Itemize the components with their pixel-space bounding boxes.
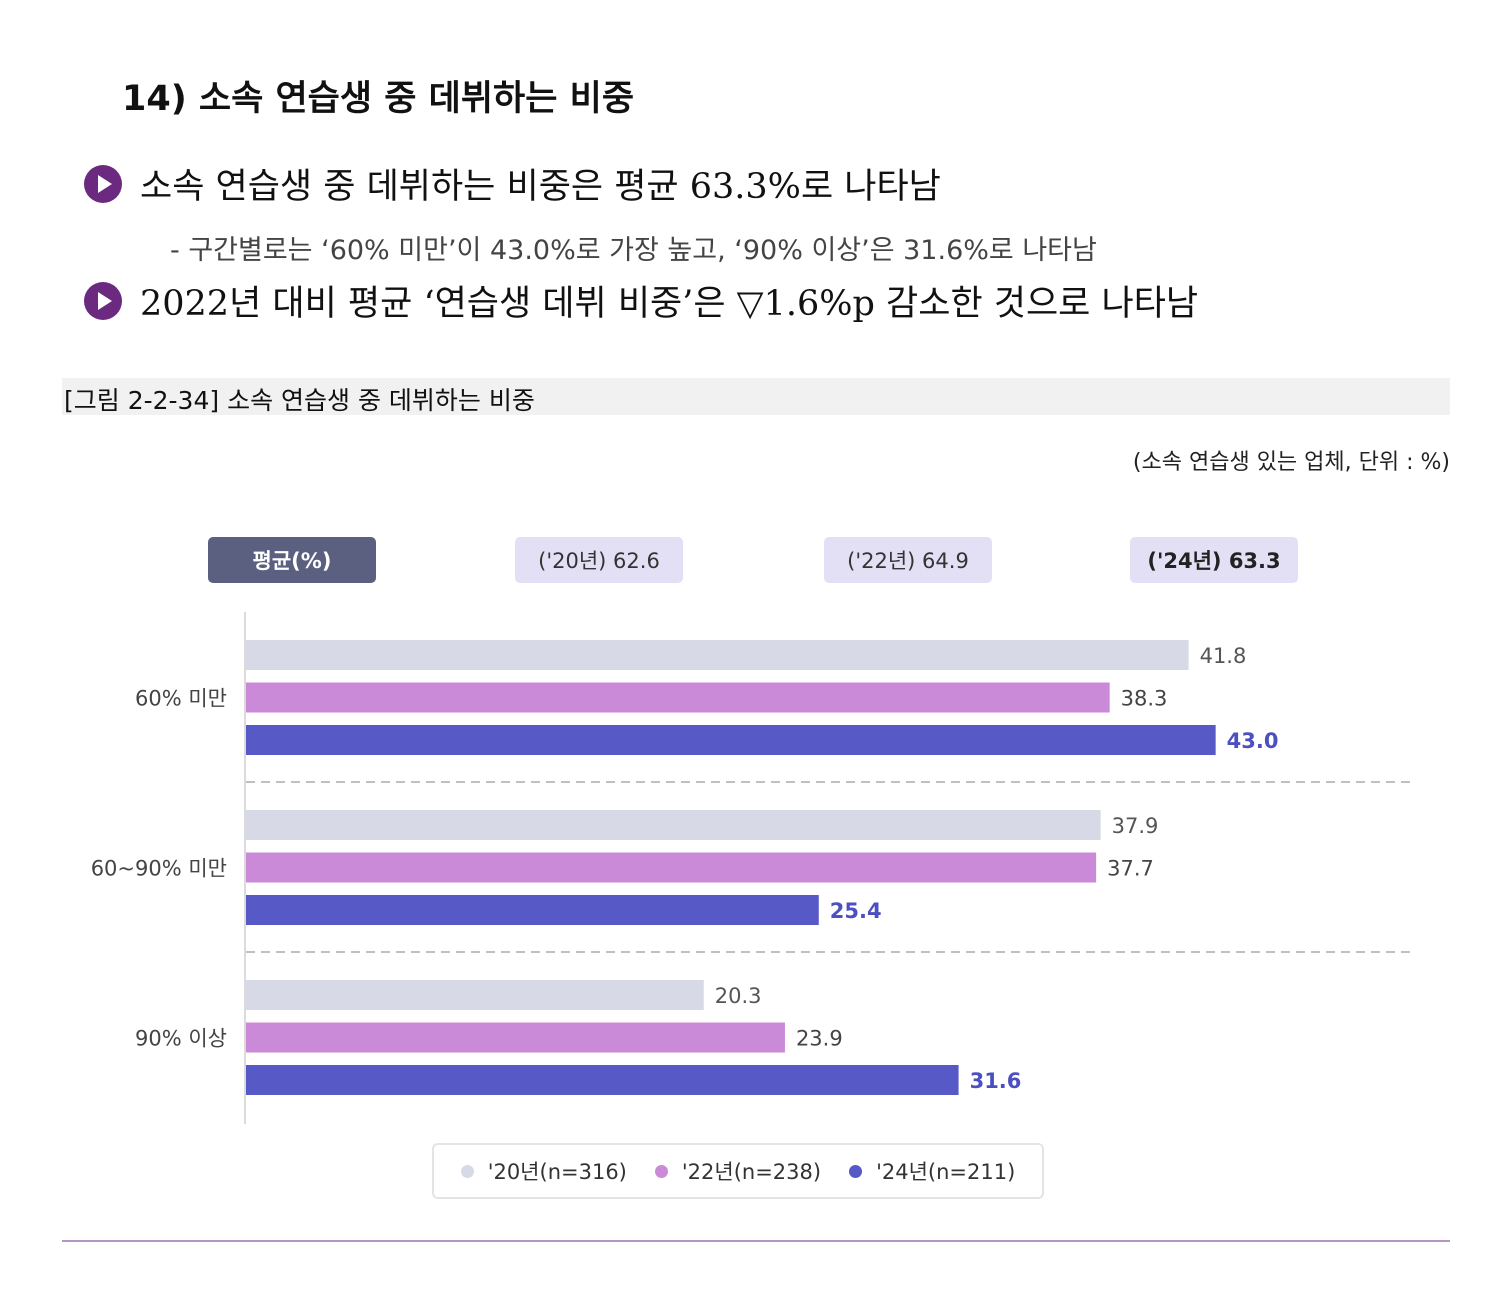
bar: [246, 725, 1216, 755]
bar: [246, 895, 819, 925]
data-label: 20.3: [715, 984, 762, 1008]
figure-caption: [그림 2-2-34] 소속 연습생 중 데뷔하는 비중: [64, 386, 535, 415]
section-title: 14) 소속 연습생 중 데뷔하는 비중: [122, 79, 635, 119]
category-label: 90% 이상: [135, 1027, 227, 1051]
figure-caption-bar: [그림 2-2-34] 소속 연습생 중 데뷔하는 비중: [62, 378, 1450, 415]
summary-sub-bullet: - 구간별로는 ‘60% 미만’이 43.0%로 가장 높고, ‘90% 이상’…: [170, 235, 1097, 266]
data-label: 43.0: [1227, 729, 1279, 753]
average-header: 평균(%): [208, 537, 376, 583]
data-label: 31.6: [970, 1069, 1022, 1093]
bar: [246, 1065, 959, 1095]
legend-swatch-2020: [460, 1164, 474, 1178]
summary-bullet-1: 소속 연습생 중 데뷔하는 비중은 평균 63.3%로 나타남: [84, 158, 941, 209]
bottom-divider: [62, 1240, 1450, 1242]
data-label: 23.9: [796, 1027, 843, 1051]
summary-bullet-2: 2022년 대비 평균 ‘연습생 데뷔 비중’은 ▽1.6%p 감소한 것으로 …: [84, 275, 1198, 326]
legend-swatch-2024: [849, 1164, 863, 1178]
summary-bullet-text: 2022년 대비 평균 ‘연습생 데뷔 비중’은 ▽1.6%p 감소한 것으로 …: [140, 284, 1199, 324]
bar: [246, 852, 1097, 883]
data-label: 37.7: [1107, 857, 1154, 881]
play-bullet-icon: [84, 164, 122, 203]
data-label: 38.3: [1121, 687, 1168, 711]
average-2022: ('22년) 64.9: [824, 537, 992, 583]
data-label: 41.8: [1200, 644, 1247, 668]
play-bullet-icon: [84, 281, 122, 320]
bar-chart: 60% 미만 41.8 38.3 43.0 60~90% 미만 37.9 37.7 25.4 9…: [91, 612, 1410, 1124]
legend-label: '24년(n=211): [876, 1160, 1016, 1184]
bar: [246, 810, 1101, 840]
average-2024: ('24년) 63.3: [1130, 537, 1298, 583]
category-label: 60% 미만: [135, 687, 227, 711]
legend-label: '22년(n=238): [681, 1160, 822, 1184]
legend-swatch-2022: [654, 1164, 668, 1178]
chart-legend: '20년(n=316) '22년(n=238) '24년(n=211): [432, 1143, 1044, 1199]
legend-label: '20년(n=316): [487, 1160, 627, 1184]
data-label: 25.4: [830, 899, 882, 923]
average-2020: ('20년) 62.6: [515, 537, 683, 583]
legend-item-2022: '22년(n=238): [654, 1156, 822, 1186]
category-label: 60~90% 미만: [91, 857, 227, 881]
legend-item-2020: '20년(n=316): [460, 1156, 627, 1186]
data-label: 37.9: [1112, 814, 1159, 838]
summary-bullet-text: 소속 연습생 중 데뷔하는 비중은 평균 63.3%로 나타남: [140, 167, 941, 207]
bar: [246, 640, 1189, 670]
bar: [246, 1022, 785, 1053]
unit-note: (소속 연습생 있는 업체, 단위 : %): [1132, 450, 1450, 475]
legend-item-2024: '24년(n=211): [849, 1156, 1015, 1186]
bar: [246, 682, 1110, 713]
bar: [246, 980, 704, 1010]
